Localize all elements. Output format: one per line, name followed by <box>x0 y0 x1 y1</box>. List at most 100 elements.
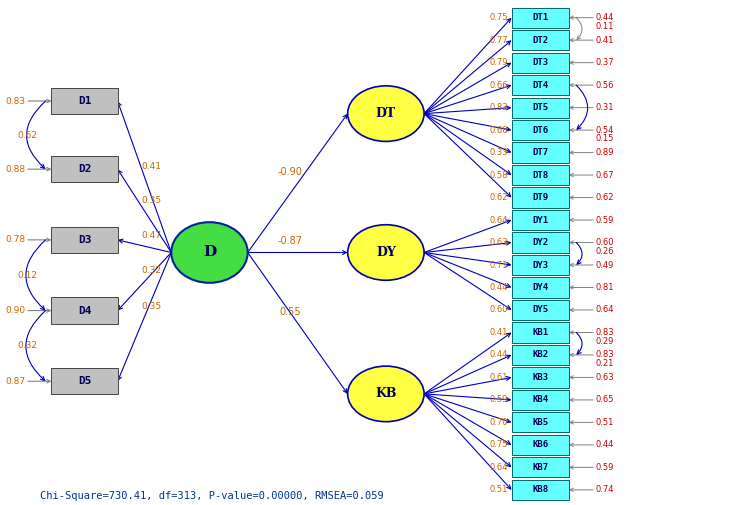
FancyBboxPatch shape <box>512 480 569 500</box>
Text: D1: D1 <box>78 96 91 106</box>
FancyBboxPatch shape <box>512 120 569 140</box>
Text: KB: KB <box>375 387 397 400</box>
FancyBboxPatch shape <box>512 322 569 342</box>
Text: DY2: DY2 <box>532 238 548 247</box>
Text: 0.47: 0.47 <box>142 231 162 240</box>
Text: 0.71: 0.71 <box>490 261 508 270</box>
Text: 0.83: 0.83 <box>595 328 614 337</box>
Ellipse shape <box>171 222 248 283</box>
Text: 0.29: 0.29 <box>595 336 614 345</box>
Ellipse shape <box>348 225 424 280</box>
Text: 0.56: 0.56 <box>595 81 614 89</box>
FancyBboxPatch shape <box>512 75 569 95</box>
Text: KB2: KB2 <box>532 350 548 360</box>
Text: 0.75: 0.75 <box>490 440 508 449</box>
Text: D5: D5 <box>78 376 91 386</box>
Text: 0.88: 0.88 <box>6 165 26 174</box>
Text: DY1: DY1 <box>532 216 548 225</box>
Text: DY: DY <box>376 246 396 259</box>
Text: 0.59: 0.59 <box>595 216 614 225</box>
Text: 0.60: 0.60 <box>595 238 614 247</box>
Text: 0.87: 0.87 <box>6 377 26 386</box>
Text: 0.11: 0.11 <box>595 22 614 31</box>
FancyBboxPatch shape <box>512 300 569 320</box>
FancyBboxPatch shape <box>512 8 569 28</box>
Text: 0.35: 0.35 <box>142 302 162 311</box>
Text: KB8: KB8 <box>532 485 548 494</box>
Text: 0.15: 0.15 <box>595 134 614 143</box>
Text: 0.74: 0.74 <box>595 485 614 494</box>
FancyBboxPatch shape <box>512 390 569 410</box>
Text: D: D <box>203 245 216 260</box>
Text: 0.78: 0.78 <box>6 235 26 244</box>
Text: 0.41: 0.41 <box>490 328 508 337</box>
FancyBboxPatch shape <box>512 255 569 275</box>
Text: -0.87: -0.87 <box>278 236 303 246</box>
Text: 0.70: 0.70 <box>490 418 508 427</box>
Text: DT: DT <box>376 107 396 120</box>
Text: 0.81: 0.81 <box>595 283 614 292</box>
Text: DT8: DT8 <box>532 171 548 180</box>
FancyBboxPatch shape <box>51 88 118 114</box>
Text: 0.75: 0.75 <box>490 13 508 22</box>
Text: 0.64: 0.64 <box>490 463 508 472</box>
Text: KB1: KB1 <box>532 328 548 337</box>
Text: 0.58: 0.58 <box>490 171 508 180</box>
FancyBboxPatch shape <box>51 297 118 324</box>
Text: 0.62: 0.62 <box>17 131 37 139</box>
Text: 0.32: 0.32 <box>142 267 162 276</box>
Text: 0.31: 0.31 <box>595 103 614 112</box>
FancyBboxPatch shape <box>512 345 569 365</box>
FancyBboxPatch shape <box>512 457 569 477</box>
FancyBboxPatch shape <box>512 412 569 432</box>
Text: 0.51: 0.51 <box>595 418 614 427</box>
Text: 0.67: 0.67 <box>595 171 614 180</box>
Text: DT5: DT5 <box>532 103 548 112</box>
FancyBboxPatch shape <box>512 165 569 185</box>
Text: 0.64: 0.64 <box>490 216 508 225</box>
FancyBboxPatch shape <box>512 435 569 455</box>
Text: D4: D4 <box>78 306 91 316</box>
Text: 0.62: 0.62 <box>595 193 614 202</box>
Text: 0.44: 0.44 <box>595 440 614 449</box>
Text: 0.59: 0.59 <box>490 395 508 405</box>
Text: DT4: DT4 <box>532 81 548 89</box>
Text: 0.33: 0.33 <box>490 148 508 157</box>
FancyBboxPatch shape <box>512 142 569 163</box>
Ellipse shape <box>348 366 424 422</box>
Text: 0.35: 0.35 <box>142 196 162 205</box>
FancyBboxPatch shape <box>51 368 118 394</box>
Text: 0.83: 0.83 <box>6 96 26 106</box>
FancyBboxPatch shape <box>512 277 569 297</box>
Text: D3: D3 <box>78 235 91 245</box>
Text: 0.44: 0.44 <box>595 13 614 22</box>
Text: 0.63: 0.63 <box>595 373 614 382</box>
Text: 0.90: 0.90 <box>6 306 26 315</box>
Text: 0.49: 0.49 <box>595 261 614 270</box>
Text: 0.32: 0.32 <box>17 341 37 350</box>
Text: 0.44: 0.44 <box>490 350 508 360</box>
Text: 0.79: 0.79 <box>490 58 508 67</box>
FancyBboxPatch shape <box>51 227 118 253</box>
Text: KB7: KB7 <box>532 463 548 472</box>
Ellipse shape <box>348 86 424 141</box>
Text: KB4: KB4 <box>532 395 548 405</box>
Text: 0.68: 0.68 <box>490 126 508 135</box>
Text: 0.54: 0.54 <box>595 126 614 135</box>
Text: KB6: KB6 <box>532 440 548 449</box>
Text: D2: D2 <box>78 164 91 174</box>
Text: 0.26: 0.26 <box>595 246 614 256</box>
Text: KB3: KB3 <box>532 373 548 382</box>
Text: 0.63: 0.63 <box>490 238 508 247</box>
Text: DY5: DY5 <box>532 306 548 315</box>
Text: 0.60: 0.60 <box>490 306 508 315</box>
Text: Chi-Square=730.41, df=313, P-value=0.00000, RMSEA=0.059: Chi-Square=730.41, df=313, P-value=0.000… <box>40 491 384 501</box>
Text: DT6: DT6 <box>532 126 548 135</box>
Text: 0.41: 0.41 <box>142 162 162 171</box>
FancyBboxPatch shape <box>512 187 569 208</box>
FancyBboxPatch shape <box>512 210 569 230</box>
Text: DT2: DT2 <box>532 36 548 44</box>
Text: DT1: DT1 <box>532 13 548 22</box>
Text: 0.21: 0.21 <box>595 359 614 368</box>
FancyBboxPatch shape <box>512 97 569 118</box>
